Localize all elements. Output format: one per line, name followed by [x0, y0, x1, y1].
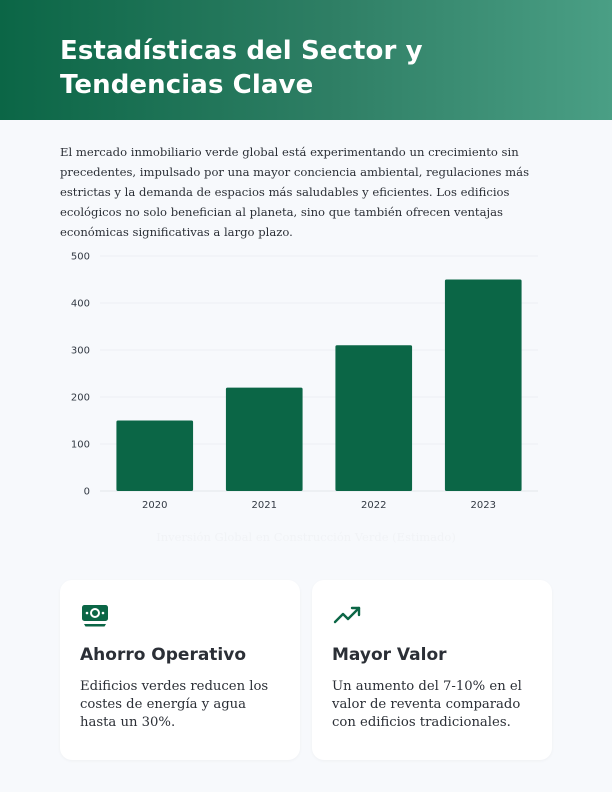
y-tick-label: 300 [71, 346, 90, 357]
x-tick-label: 2022 [361, 500, 386, 511]
benefit-cards: Ahorro Operativo Edificios verdes reduce… [60, 580, 552, 760]
money-bill-icon [82, 605, 108, 627]
card-operational-savings: Ahorro Operativo Edificios verdes reduce… [60, 580, 300, 760]
trending-up-icon [333, 606, 361, 624]
chart-bars [116, 279, 522, 491]
bar-2020 [116, 420, 194, 491]
card-text: Un aumento del 7-10% en el valor de reve… [332, 679, 522, 730]
card-title: Mayor Valor [332, 645, 447, 665]
y-tick-label: 400 [71, 299, 90, 310]
bar-2021 [225, 387, 303, 491]
chart-title: Inversión Global en Construcción Verde (… [156, 530, 456, 544]
bar-2023 [444, 279, 522, 491]
investment-chart: 0 100 200 300 400 500 2020 2021 2022 2023 Invers… [60, 248, 552, 548]
x-tick-label: 2021 [252, 500, 277, 511]
bar-chart-svg: 0 100 200 300 400 500 2020 2021 2022 2023 Invers… [71, 252, 538, 544]
page-title-line-2: Tendencias Clave [60, 70, 314, 100]
x-tick-label: 2020 [142, 500, 167, 511]
page-title-line-1: Estadísticas del Sector y [60, 36, 423, 66]
card-text: Edificios verdes reducen los costes de e… [80, 679, 269, 730]
y-tick-label: 0 [84, 487, 90, 498]
intro-paragraph: El mercado inmobiliario verde global est… [60, 145, 530, 239]
card-higher-value: Mayor Valor Un aumento del 7-10% en el v… [312, 580, 552, 760]
page-title: Estadísticas del Sector y Tendencias Cla… [60, 34, 552, 102]
card-title: Ahorro Operativo [80, 645, 247, 665]
bar-2022 [335, 345, 413, 491]
page-header: Estadísticas del Sector y Tendencias Cla… [0, 0, 612, 120]
y-axis-ticks: 0 100 200 300 400 500 [71, 252, 90, 498]
x-tick-label: 2023 [471, 500, 496, 511]
y-tick-label: 200 [71, 393, 90, 404]
y-tick-label: 100 [71, 440, 90, 451]
y-tick-label: 500 [71, 252, 90, 263]
x-axis-ticks: 2020 2021 2022 2023 [142, 500, 496, 511]
